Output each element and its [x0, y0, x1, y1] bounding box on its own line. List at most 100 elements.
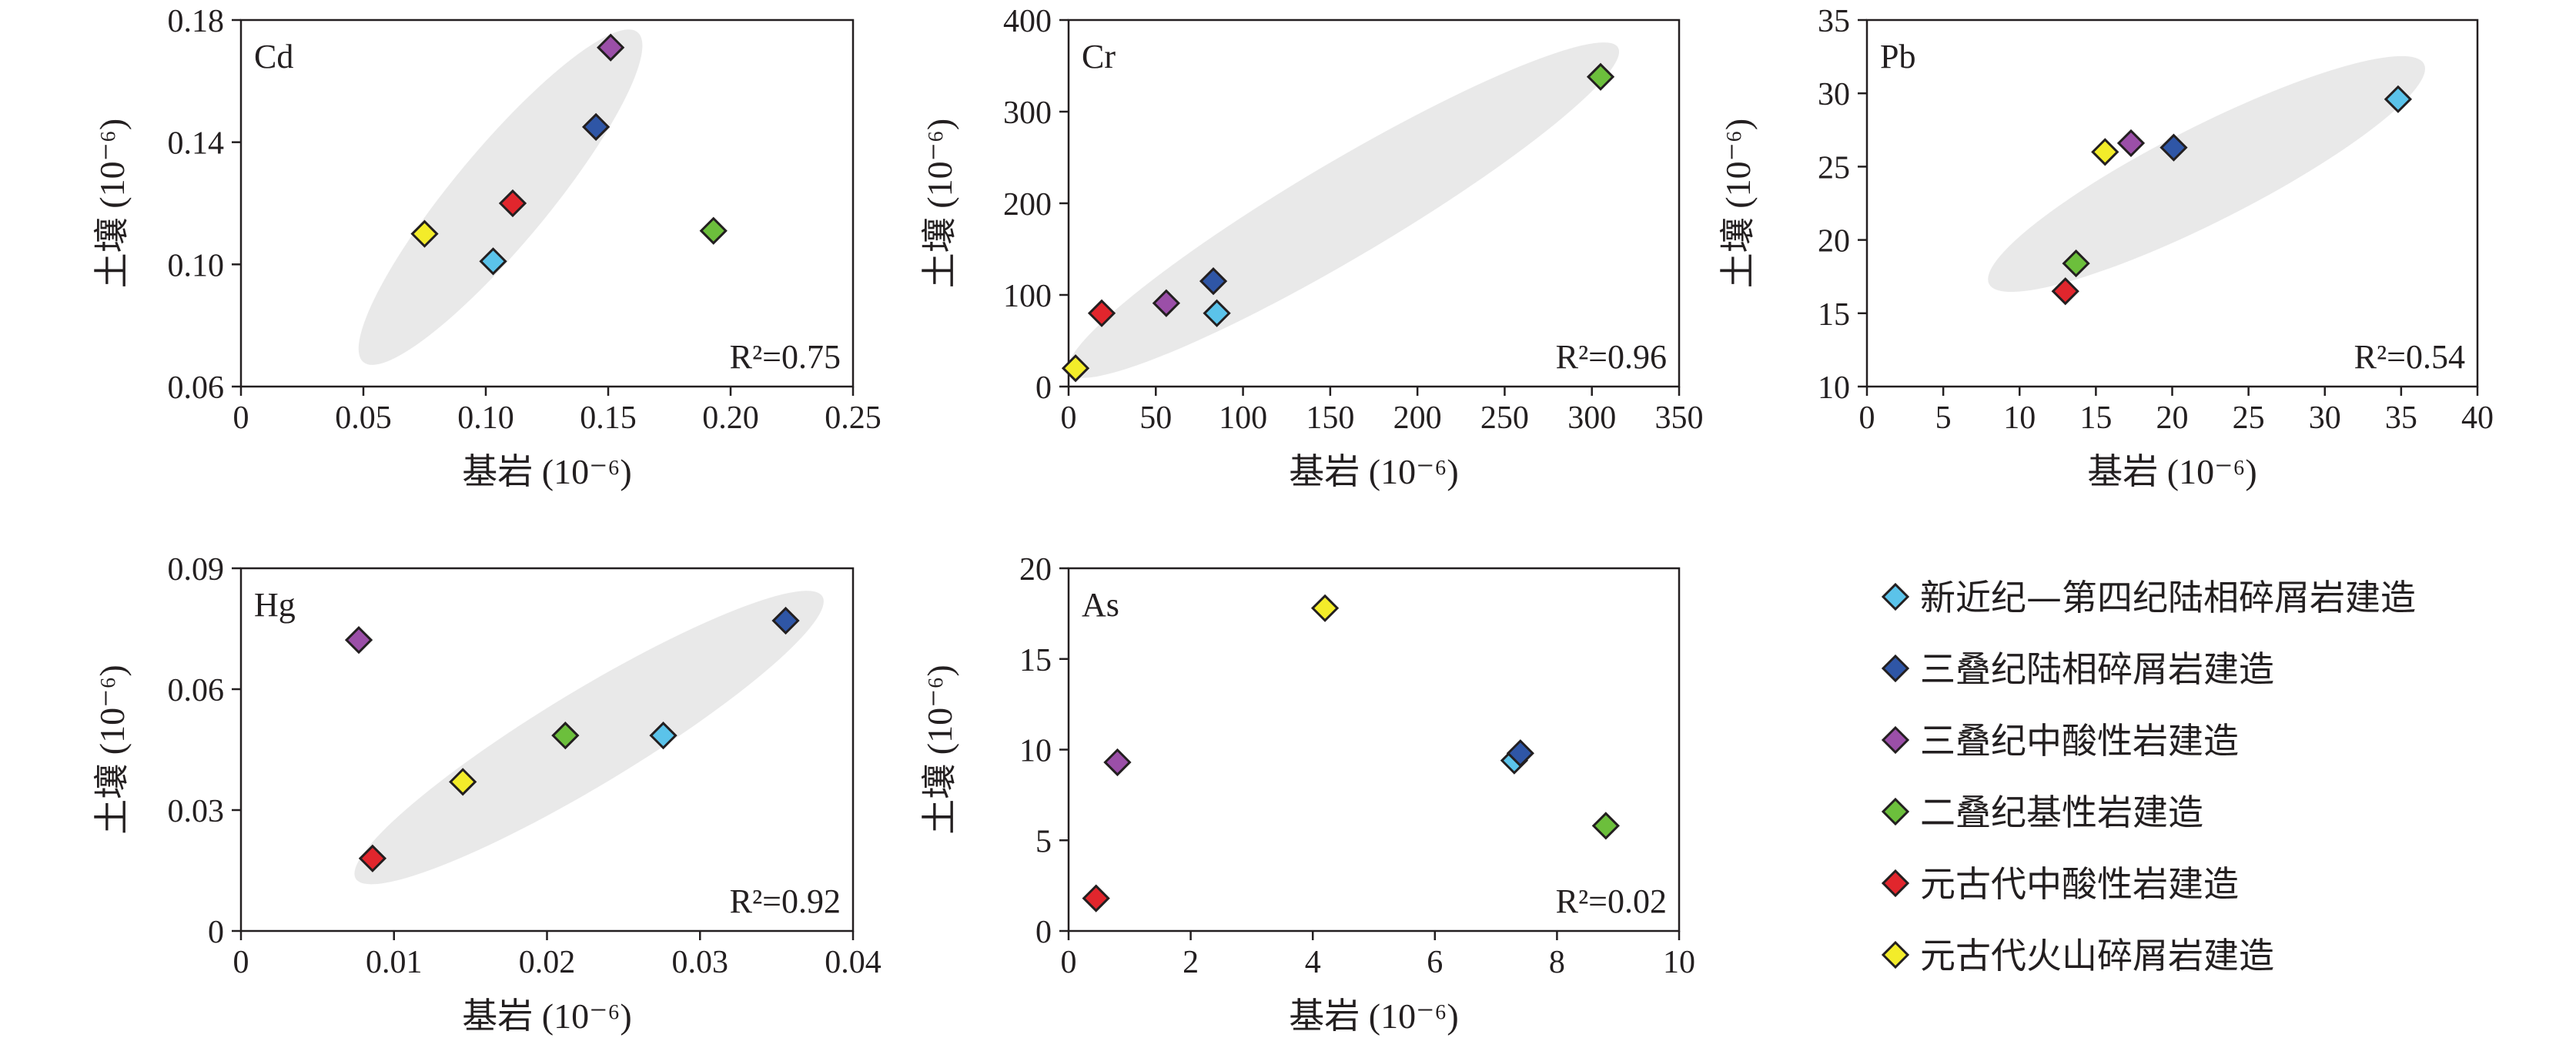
panel-hg: 0 0.01 0.02 0.03 0.04 0 0.03 0.06 0.09 基岩 (10⁻⁶) 土…	[92, 552, 882, 1036]
legend-marker	[1881, 582, 1910, 611]
x-tick-label: 5	[1935, 400, 1952, 436]
plot-frame	[239, 18, 855, 388]
panel-pb: 0 5 10 15 20 25 30 35 40 10 15 20 25 30 35 基岩 (10⁻⁶) 土壤 …	[1718, 4, 2494, 491]
element-label: Hg	[254, 586, 296, 624]
x-axis-title: 基岩 (10⁻⁶)	[1289, 996, 1458, 1036]
x-tick-label: 0.10	[457, 400, 514, 436]
legend-label: 新近纪—第四纪陆相碎屑岩建造	[1920, 577, 2416, 618]
y-tick-label: 0.10	[168, 248, 225, 283]
legend-item: 元古代火山碎屑岩建造	[1881, 935, 2274, 976]
x-tick-label: 0.01	[366, 945, 423, 980]
data-point-triassic_intermediate_acidic	[597, 33, 625, 62]
r-squared-label: R²=0.54	[2354, 338, 2465, 376]
legend-item: 元古代中酸性岩建造	[1881, 863, 2239, 905]
data-point-triassic_clastic	[771, 606, 800, 635]
x-tick-label: 0.20	[702, 400, 759, 436]
x-tick-label: 150	[1306, 400, 1354, 436]
x-tick-label: 15	[2079, 400, 2112, 436]
panel-as: 0 2 4 6 8 10 0 5 10 15 20 基岩 (10⁻⁶) 土壤 (10⁻⁶) As R²=0.…	[920, 552, 1695, 1036]
data-point-permian_basic	[2062, 249, 2090, 278]
y-tick-label: 15	[1019, 643, 1052, 678]
x-tick-label: 0	[233, 945, 249, 980]
data-point-proterozoic_volcanic_clastic	[1310, 594, 1340, 622]
x-tick-label: 250	[1480, 400, 1529, 436]
x-tick-label: 6	[1427, 945, 1443, 980]
legend-label: 元古代中酸性岩建造	[1920, 863, 2239, 905]
data-point-triassic_intermediate_acidic	[2116, 129, 2146, 158]
y-tick-label: 25	[1818, 150, 1850, 186]
data-point-proterozoic_volcanic_clastic	[410, 219, 439, 248]
y-tick-label: 0	[208, 915, 224, 950]
data-point-permian_basic	[699, 216, 728, 245]
x-tick-label: 0	[1061, 400, 1077, 436]
y-tick-label: 0.06	[168, 673, 225, 708]
legend-label: 三叠纪中酸性岩建造	[1920, 720, 2239, 762]
legend-marker	[1881, 940, 1910, 969]
data-point-neogene_quaternary_clastic	[2384, 85, 2413, 113]
x-tick-label: 0.15	[580, 400, 637, 436]
y-tick-label: 20	[1019, 552, 1052, 588]
legend-item: 二叠纪基性岩建造	[1881, 792, 2203, 833]
legend-item: 三叠纪中酸性岩建造	[1881, 720, 2239, 762]
y-tick-label: 100	[1003, 279, 1052, 314]
x-tick-label: 20	[2156, 400, 2189, 436]
element-label: Cr	[1082, 38, 1116, 75]
y-tick-label: 15	[1818, 297, 1850, 333]
data-point-triassic_clastic	[1199, 267, 1228, 296]
r-squared-label: R²=0.92	[730, 882, 841, 920]
x-tick-label: 0	[1859, 400, 1875, 436]
correlation-ellipse	[358, 29, 643, 365]
panels: 0 0.05 0.10 0.15 0.20 0.25 0.06 0.10 0.14 0.18 基岩 …	[92, 4, 2494, 1036]
data-point-neogene_quaternary_clastic	[649, 722, 677, 750]
y-tick-label: 0.18	[168, 4, 225, 39]
y-tick-label: 0.14	[168, 126, 225, 162]
data-point-permian_basic	[1586, 62, 1615, 91]
y-tick-label: 10	[1818, 370, 1850, 406]
data-point-proterozoic_volcanic_clastic	[449, 768, 477, 796]
r-squared-label: R²=0.96	[1556, 338, 1667, 376]
x-tick-label: 8	[1549, 945, 1565, 980]
x-tick-label: 0.04	[825, 945, 882, 980]
x-tick-label: 2	[1183, 945, 1199, 980]
data-point-proterozoic_volcanic_clastic	[2091, 138, 2119, 166]
y-tick-label: 0.06	[168, 370, 225, 406]
panel-cd: 0 0.05 0.10 0.15 0.20 0.25 0.06 0.10 0.14 0.18 基岩 …	[92, 4, 882, 491]
data-point-neogene_quaternary_clastic	[479, 247, 507, 276]
y-tick-label: 300	[1003, 95, 1052, 131]
x-tick-label: 40	[2461, 400, 2494, 436]
legend-item: 三叠纪陆相碎屑岩建造	[1881, 648, 2274, 690]
data-point-proterozoic_intermediate_acidic	[1087, 299, 1116, 327]
r-squared-label: R²=0.75	[730, 338, 841, 376]
y-tick-label: 0.09	[168, 552, 225, 588]
y-axis-title: 土壤 (10⁻⁶)	[92, 119, 132, 288]
legend-marker	[1881, 654, 1910, 683]
data-point-triassic_intermediate_acidic	[1152, 289, 1181, 317]
x-axis-title: 基岩 (10⁻⁶)	[462, 452, 631, 491]
data-point-triassic_intermediate_acidic	[344, 626, 373, 655]
legend-label: 元古代火山碎屑岩建造	[1920, 935, 2274, 976]
y-axis-title: 土壤 (10⁻⁶)	[1718, 119, 1758, 288]
y-tick-label: 35	[1818, 4, 1850, 39]
x-axis-title: 基岩 (10⁻⁶)	[462, 996, 631, 1036]
x-tick-label: 0.25	[825, 400, 882, 436]
x-tick-label: 0.02	[519, 945, 576, 980]
x-tick-label: 350	[1655, 400, 1704, 436]
data-point-proterozoic_intermediate_acidic	[2051, 277, 2079, 306]
x-tick-label: 10	[1663, 945, 1695, 980]
legend-marker	[1881, 869, 1910, 898]
x-tick-label: 100	[1219, 400, 1267, 436]
x-tick-label: 25	[2233, 400, 2265, 436]
data-point-permian_basic	[1591, 812, 1620, 840]
data-point-triassic_clastic	[2159, 133, 2188, 162]
y-tick-label: 0.03	[168, 794, 225, 829]
panel-cr: 0 50 100 150 200 250 300 350 0 100 200 300 400 基岩 (10…	[920, 4, 1704, 491]
legend: 新近纪—第四纪陆相碎屑岩建造三叠纪陆相碎屑岩建造三叠纪中酸性岩建造二叠纪基性岩建…	[1881, 577, 2416, 976]
element-label: Pb	[1880, 38, 1915, 75]
data-point-neogene_quaternary_clastic	[1203, 299, 1231, 327]
x-tick-label: 10	[2003, 400, 2036, 436]
legend-label: 二叠纪基性岩建造	[1920, 792, 2203, 833]
legend-marker	[1881, 725, 1910, 755]
y-tick-label: 0	[1035, 915, 1052, 950]
plot-frame	[1067, 567, 1681, 933]
